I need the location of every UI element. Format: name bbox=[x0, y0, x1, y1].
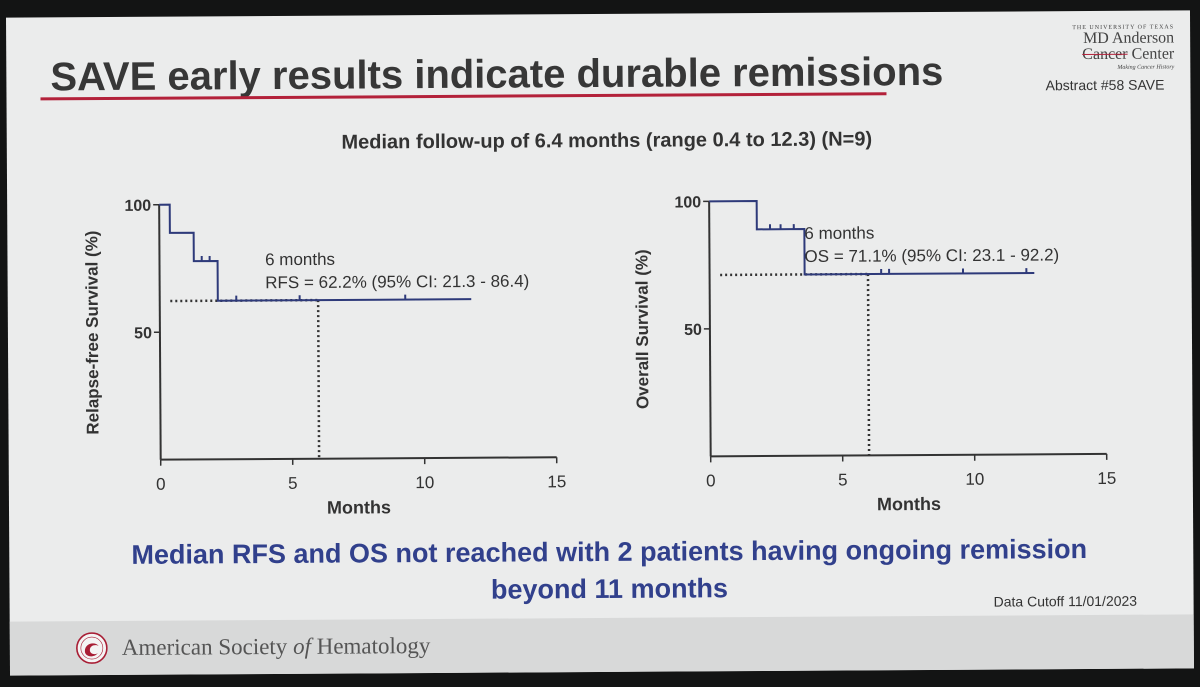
chart1-survival-curve bbox=[159, 203, 472, 302]
conclusion-text: Median RFS and OS not reached with 2 pat… bbox=[69, 531, 1149, 612]
logo-line2-center: Center bbox=[1127, 45, 1175, 63]
rfs-kaplan-meier-chart: 50 100 0 5 10 15 Months Relapse-free Survival (… bbox=[82, 198, 566, 518]
abstract-label: Abstract #58 SAVE bbox=[1045, 76, 1165, 94]
chart2-annotation-line1: 6 months bbox=[804, 224, 874, 243]
conclusion-line2: beyond 11 months bbox=[490, 573, 729, 605]
chart2-y-axis-label: Overall Survival (%) bbox=[632, 249, 652, 409]
chart1-x-axis-label: Months bbox=[327, 497, 391, 517]
chart1-annotation-line1: 6 months bbox=[265, 250, 335, 269]
chart1-y-tick-label: 100 bbox=[124, 198, 151, 215]
md-anderson-logo: THE UNIVERSITY OF TEXAS MD Anderson Canc… bbox=[1014, 24, 1174, 71]
chart2-x-tick-label: 5 bbox=[838, 470, 848, 489]
ash-organization-name: American Society of Hematology bbox=[122, 633, 431, 661]
chart2-y-tick-label: 100 bbox=[674, 194, 701, 211]
chart2-annotation-line2: OS = 71.1% (95% CI: 23.1 - 92.2) bbox=[804, 245, 1059, 266]
chart2-x-tick-label: 10 bbox=[965, 470, 984, 489]
chart1-y-axis-label: Relapse-free Survival (%) bbox=[82, 230, 102, 434]
chart1-x-tick-label: 10 bbox=[415, 473, 434, 492]
chart1-landmark-vertical bbox=[316, 300, 321, 459]
logo-tagline: Making Cancer History bbox=[1117, 64, 1175, 71]
chart2-x-axis-label: Months bbox=[877, 494, 941, 514]
data-cutoff-label: Data Cutoff 11/01/2023 bbox=[993, 592, 1138, 610]
conclusion-line1: Median RFS and OS not reached with 2 pat… bbox=[131, 534, 1088, 570]
chart2-survival-curve bbox=[709, 200, 1035, 276]
chart1-x-tick-label: 15 bbox=[547, 472, 566, 491]
chart1-x-tick-label: 5 bbox=[288, 474, 298, 493]
chart1-x-axis bbox=[160, 456, 557, 461]
logo-line2: Cancer Center bbox=[1014, 45, 1175, 64]
chart-subtitle: Median follow-up of 6.4 months (range 0.… bbox=[341, 128, 873, 154]
ash-name-of: of bbox=[292, 633, 311, 659]
ash-name-pre: American Society bbox=[121, 633, 294, 660]
chart2-x-tick-label: 0 bbox=[706, 471, 716, 490]
os-kaplan-meier-chart: 50 100 0 5 10 15 Months Overall Survival (%) 6 m… bbox=[632, 194, 1116, 514]
ash-logo-icon bbox=[76, 632, 108, 664]
footer-bar: American Society of Hematology bbox=[9, 614, 1194, 676]
chart2-x-tick-label: 15 bbox=[1097, 469, 1116, 488]
chart2-y-tick-label: 50 bbox=[684, 322, 702, 339]
logo-line2-cancer: Cancer bbox=[1082, 45, 1128, 64]
ash-name-post: Hematology bbox=[310, 633, 431, 659]
chart1-y-tick-label: 50 bbox=[134, 325, 152, 342]
chart1-annotation-line2: RFS = 62.2% (95% CI: 21.3 - 86.4) bbox=[265, 272, 529, 293]
chart1-x-tick-label: 0 bbox=[156, 475, 166, 494]
slide: SAVE early results indicate durable remi… bbox=[6, 10, 1194, 676]
chart2-landmark-vertical bbox=[866, 274, 871, 456]
chart2-x-axis bbox=[710, 452, 1107, 458]
